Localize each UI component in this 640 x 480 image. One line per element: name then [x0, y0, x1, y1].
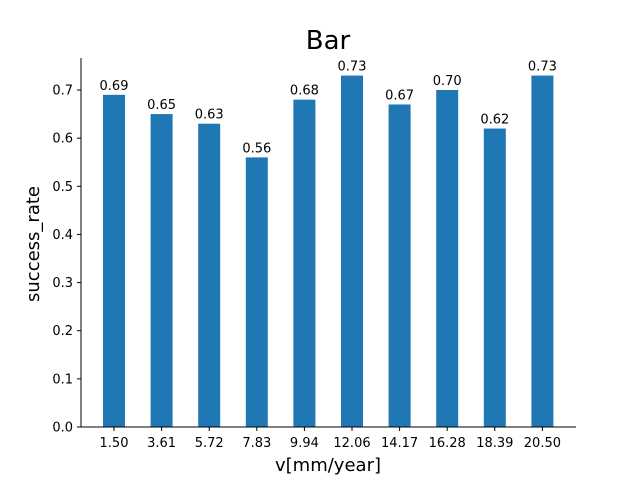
bar-value-label: 0.67 — [385, 88, 414, 103]
y-tick-label: 0.7 — [52, 84, 73, 99]
bar-1.50 — [103, 94, 125, 427]
bar-14.17 — [388, 104, 411, 428]
bar-value-labels: 0.69 0.65 0.63 0.56 0.68 0.73 0.67 0.70 0.62 0.73 — [100, 60, 557, 157]
y-tick-label: 0.5 — [52, 180, 73, 195]
y-tick-label: 0.4 — [52, 228, 73, 243]
bar-18.39 — [483, 128, 506, 427]
x-tick-label: 9.94 — [290, 436, 319, 451]
y-tick-label: 0.6 — [52, 132, 73, 147]
bar-value-label: 0.70 — [433, 74, 462, 89]
x-tick-label: 3.61 — [147, 436, 176, 451]
x-axis-label: v[mm/year] — [275, 455, 381, 476]
x-tick-label: 14.17 — [381, 436, 418, 451]
bar-5.72 — [198, 123, 221, 428]
x-tick-label: 7.83 — [242, 436, 271, 451]
bar-7.83 — [245, 157, 268, 427]
bar-3.61 — [150, 114, 173, 427]
x-tick-label: 20.50 — [524, 436, 561, 451]
bar-16.28 — [436, 90, 459, 427]
bar-value-label: 0.63 — [195, 108, 224, 123]
x-tick-label: 16.28 — [429, 436, 466, 451]
bar-value-label: 0.56 — [242, 141, 271, 156]
x-tick-label: 1.50 — [100, 436, 129, 451]
chart-title: Bar — [306, 26, 351, 56]
bar-12.06 — [341, 75, 363, 427]
bar-value-label: 0.73 — [528, 60, 557, 75]
y-tick-label: 0.0 — [52, 421, 73, 436]
bar-value-label: 0.73 — [338, 60, 367, 75]
bar-value-label: 0.62 — [480, 113, 509, 128]
x-tick-label: 12.06 — [333, 436, 370, 451]
bars-group — [103, 75, 554, 428]
x-axis: 1.50 3.61 5.72 7.83 9.94 12.06 14.17 16.28 18.39… — [81, 426, 576, 451]
y-axis-label: success_rate — [23, 186, 44, 302]
x-tick-label: 5.72 — [195, 436, 224, 451]
bar-20.50 — [531, 75, 554, 427]
y-tick-label: 0.2 — [52, 324, 73, 339]
y-tick-label: 0.3 — [52, 276, 73, 291]
bar-value-label: 0.65 — [147, 98, 176, 113]
y-axis: 0.0 0.1 0.2 0.3 0.4 0.5 0.6 0.7 — [52, 58, 82, 436]
bar-value-label: 0.69 — [100, 79, 129, 94]
x-tick-label: 18.39 — [476, 436, 513, 451]
bar-value-label: 0.68 — [290, 84, 319, 99]
bar-9.94 — [293, 99, 316, 427]
y-tick-label: 0.1 — [52, 372, 73, 387]
